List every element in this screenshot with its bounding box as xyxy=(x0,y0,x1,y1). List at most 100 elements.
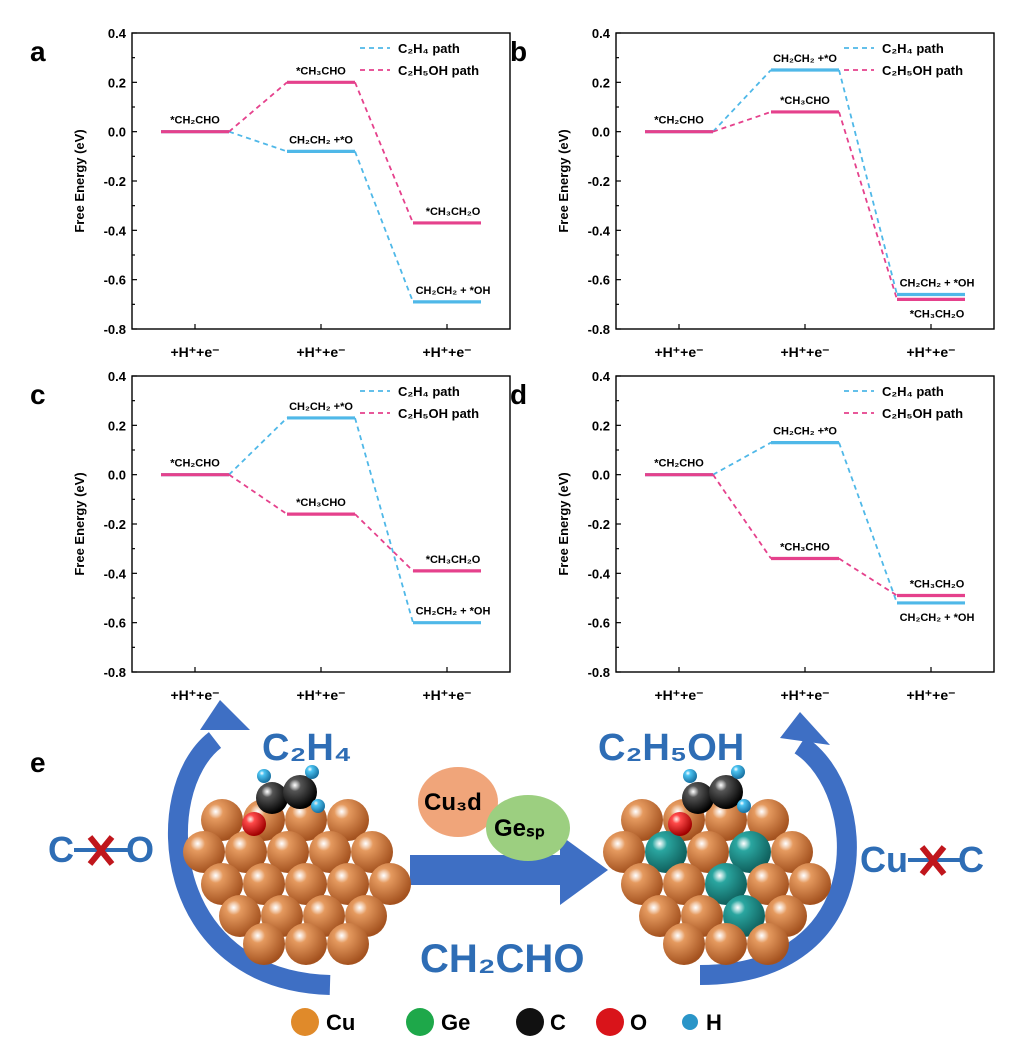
panel-e: e Cu₃d Geₛₚ C₂H₄ C₂H₅OH CH₂CHO C O Cu C xyxy=(30,700,984,1036)
h-atom xyxy=(257,769,271,783)
path-connector xyxy=(712,474,772,560)
legend-entry: C₂H₄ path xyxy=(882,41,944,56)
state-label: CH₂CH₂ +*O xyxy=(773,426,837,438)
y-tick-label: -0.2 xyxy=(588,517,610,532)
cu-atom xyxy=(705,799,747,841)
y-tick-label: -0.2 xyxy=(104,174,126,189)
left-curved-arrow xyxy=(167,732,331,995)
c-atom xyxy=(709,775,743,809)
x-step-label: +H⁺+e⁻ xyxy=(296,687,345,703)
path-connector xyxy=(354,513,414,572)
x-step-label: +H⁺+e⁻ xyxy=(422,344,471,360)
left-curved-arrow-head xyxy=(200,700,250,730)
panel-letter-c: c xyxy=(30,379,46,410)
h-atom xyxy=(731,765,745,779)
cu-atom xyxy=(219,895,261,937)
path-connector xyxy=(712,441,772,476)
path-connector xyxy=(228,473,288,515)
energy-panels: a 0.4 0.2 0.0 -0.2 -0.4 -0.6 -0.8 Free Energy (e… xyxy=(30,26,995,703)
state-label: CH₂CH₂ + *OH xyxy=(416,606,491,618)
legend-c-icon xyxy=(516,1008,544,1036)
path-connector xyxy=(354,81,414,224)
cuc-left-atom: Cu xyxy=(860,839,908,880)
state-label: *CH₂CHO xyxy=(170,115,220,127)
panel-c: c 0.4 0.2 0.0 -0.2 -0.4 -0.6 -0.8 Free Energy (e… xyxy=(30,369,511,703)
panel-letter-e: e xyxy=(30,747,46,778)
ch2cho-label: CH₂CHO xyxy=(420,937,584,981)
state-label: CH₂CH₂ +*O xyxy=(289,134,353,146)
y-tick-label: -0.2 xyxy=(104,517,126,532)
cu-atom xyxy=(327,923,369,965)
path-connector xyxy=(838,442,898,604)
c-atom xyxy=(682,782,714,814)
cu3d-label: Cu₃d xyxy=(424,789,482,816)
cu-atom xyxy=(327,863,369,905)
cu-atom xyxy=(621,863,663,905)
y-axis-label: Free Energy (eV) xyxy=(72,472,87,575)
x-step-label: +H⁺+e⁻ xyxy=(906,344,955,360)
cu-atom xyxy=(687,831,729,873)
state-label: *CH₃CHO xyxy=(296,497,346,509)
y-tick-label: -0.4 xyxy=(104,566,127,581)
cu-atom xyxy=(771,831,813,873)
c2h4-label: C₂H₄ xyxy=(262,727,352,769)
cuc-cross-icon xyxy=(919,845,947,876)
h-atom xyxy=(311,799,325,813)
y-tick-label: -0.6 xyxy=(588,273,610,288)
x-step-label: +H⁺+e⁻ xyxy=(654,344,703,360)
cu-atom xyxy=(183,831,225,873)
state-label: CH₂CH₂ +*O xyxy=(289,401,353,413)
cu-atom xyxy=(351,831,393,873)
h-atom xyxy=(737,799,751,813)
x-step-label: +H⁺+e⁻ xyxy=(422,687,471,703)
right-curved-arrow xyxy=(699,736,857,985)
cu-cluster xyxy=(183,765,411,965)
legend-h: H xyxy=(706,1010,722,1035)
path-connector xyxy=(838,557,898,597)
state-label: CH₂CH₂ +*O xyxy=(773,53,837,65)
path-connector xyxy=(228,81,288,133)
panel-letter-b: b xyxy=(510,36,527,67)
state-label: *CH₃CHO xyxy=(296,65,346,77)
x-step-label: +H⁺+e⁻ xyxy=(780,687,829,703)
co-right-atom: O xyxy=(126,829,154,870)
co-left-atom: C xyxy=(48,829,74,870)
legend-o: O xyxy=(630,1010,647,1035)
path-connector xyxy=(354,151,414,303)
o-atom xyxy=(668,812,692,836)
y-tick-label: 0.2 xyxy=(108,75,126,90)
h-atom xyxy=(683,769,697,783)
ge-atom xyxy=(645,831,687,873)
legend-c: C xyxy=(550,1010,566,1035)
cu-atom xyxy=(621,799,663,841)
y-tick-label: 0.4 xyxy=(592,26,611,41)
path-connector xyxy=(354,417,414,623)
state-label: *CH₂CHO xyxy=(170,458,220,470)
state-label: *CH₃CHO xyxy=(780,95,830,107)
y-tick-label: -0.4 xyxy=(588,566,611,581)
ge-atom xyxy=(729,831,771,873)
cu-atom xyxy=(789,863,831,905)
legend-entry: C₂H₄ path xyxy=(882,384,944,399)
cu3d-blob xyxy=(418,767,498,837)
x-step-label: +H⁺+e⁻ xyxy=(780,344,829,360)
x-step-label: +H⁺+e⁻ xyxy=(170,687,219,703)
y-tick-label: 0.0 xyxy=(108,125,126,140)
cu-atom xyxy=(663,863,705,905)
legend-h-icon xyxy=(682,1014,698,1030)
y-tick-label: -0.6 xyxy=(588,616,610,631)
state-label: CH₂CH₂ + *OH xyxy=(900,612,975,624)
cu-atom xyxy=(369,863,411,905)
state-label: *CH₃CHO xyxy=(780,542,830,554)
panel-letter-a: a xyxy=(30,36,46,67)
co-cross-icon xyxy=(87,835,115,866)
state-label: *CH₃CH₂O xyxy=(910,579,965,591)
path-connector xyxy=(838,111,898,300)
legend-entry: C₂H₅OH path xyxy=(398,406,479,421)
y-tick-label: 0.2 xyxy=(108,418,126,433)
cu-atom xyxy=(201,799,243,841)
y-axis-label: Free Energy (eV) xyxy=(72,129,87,232)
path-connector xyxy=(228,130,288,153)
y-tick-label: -0.2 xyxy=(588,174,610,189)
x-step-label: +H⁺+e⁻ xyxy=(296,344,345,360)
